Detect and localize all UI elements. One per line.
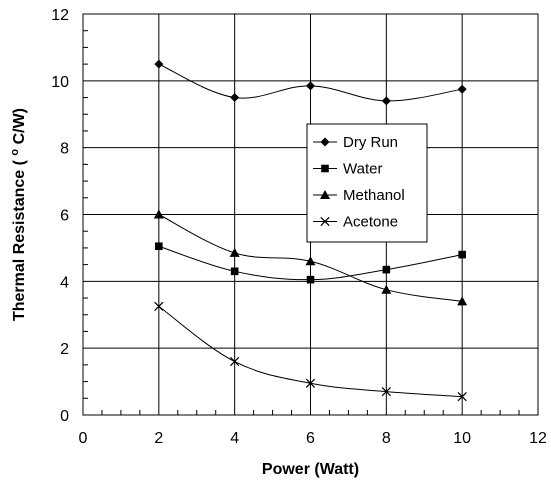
data-point-dry-run xyxy=(457,84,467,94)
legend-item-acetone: Acetone xyxy=(313,214,398,231)
y-tick-label: 2 xyxy=(60,341,69,358)
series-dry-run xyxy=(154,59,467,106)
legend-item-water: Water xyxy=(313,161,382,178)
data-point-methanol xyxy=(153,209,164,219)
x-tick-label: 4 xyxy=(230,430,239,447)
series-acetone xyxy=(154,301,467,402)
y-axis-title-tail: C/W) xyxy=(11,108,28,144)
tick-labels: 0 2 4 6 8 10 12 0 2 4 6 8 10 12 xyxy=(51,7,547,447)
marker-stroke xyxy=(457,391,467,402)
legend-label-acetone: Acetone xyxy=(343,214,398,231)
marker-stroke xyxy=(381,386,391,397)
y-axis-title: Thermal Resistance ( o C/W) xyxy=(9,108,28,321)
y-axis-title-main: Thermal Resistance ( xyxy=(11,159,28,321)
data-point-methanol xyxy=(305,256,316,266)
legend-item-methanol: Methanol xyxy=(313,187,405,204)
y-tick-label: 0 xyxy=(60,408,69,425)
series xyxy=(153,59,468,402)
x-tick-label: 0 xyxy=(79,430,88,447)
legend-marker-methanol xyxy=(320,190,330,199)
axes xyxy=(82,13,539,416)
legend-label-water: Water xyxy=(343,161,382,178)
y-axis-title-superscript: o xyxy=(9,149,21,156)
legend-marker-dry-run xyxy=(320,137,330,147)
data-point-methanol xyxy=(381,284,392,294)
x-tick-label: 8 xyxy=(382,430,391,447)
data-point-acetone xyxy=(457,391,467,402)
y-tick-label: 6 xyxy=(60,208,69,225)
legend: Dry Run Water Methanol Acetone xyxy=(306,123,428,243)
marker-stroke xyxy=(154,301,164,312)
data-point-water xyxy=(458,250,466,259)
data-point-water xyxy=(382,265,391,274)
data-point-methanol xyxy=(229,247,240,257)
legend-label-dry-run: Dry Run xyxy=(343,134,398,151)
data-point-acetone xyxy=(381,386,391,397)
data-point-dry-run xyxy=(381,96,391,106)
series-methanol xyxy=(153,209,468,306)
data-point-dry-run xyxy=(230,93,240,103)
y-tick-label: 12 xyxy=(51,7,69,24)
marker-stroke xyxy=(230,356,240,367)
x-tick-label: 10 xyxy=(453,430,471,447)
x-tick-label: 12 xyxy=(529,430,547,447)
data-point-dry-run xyxy=(154,59,164,69)
data-point-acetone xyxy=(305,378,316,388)
data-point-acetone xyxy=(230,356,240,367)
legend-item-dry-run: Dry Run xyxy=(313,134,398,151)
data-point-water xyxy=(155,242,163,251)
data-point-water xyxy=(306,275,315,284)
legend-label-methanol: Methanol xyxy=(343,187,405,204)
data-point-water xyxy=(230,267,239,276)
data-point-acetone xyxy=(154,301,164,312)
x-tick-label: 6 xyxy=(306,430,315,447)
series-water xyxy=(155,242,466,284)
legend-marker-acetone xyxy=(320,216,330,227)
marker-stroke xyxy=(305,378,316,388)
data-point-methanol xyxy=(457,296,468,306)
y-tick-label: 10 xyxy=(51,74,69,91)
marker-stroke xyxy=(320,216,330,227)
legend-marker-water xyxy=(321,164,329,173)
plot-frame xyxy=(82,13,539,416)
y-tick-label: 8 xyxy=(60,141,69,158)
x-tick-label: 2 xyxy=(154,430,163,447)
y-tick-label: 4 xyxy=(60,274,69,291)
x-axis-title: Power (Watt) xyxy=(262,461,359,478)
data-point-dry-run xyxy=(306,81,315,91)
